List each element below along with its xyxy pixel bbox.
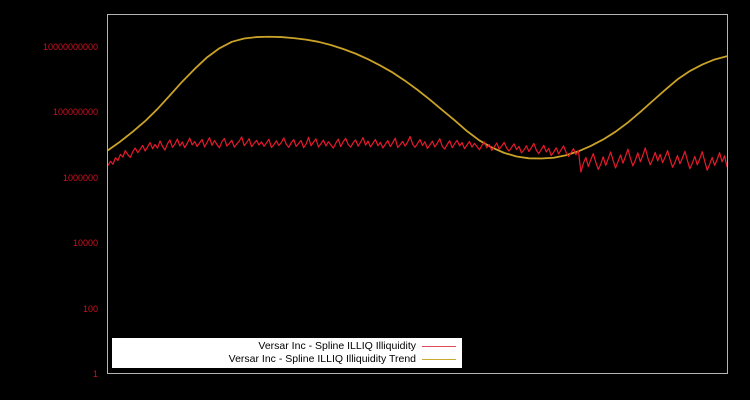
y-tick-label: 1000000 (62, 172, 98, 183)
y-tick-label: 10000 (72, 238, 98, 249)
legend-entry-trend: Versar Inc - Spline ILLIQ Illiquidity Tr… (112, 353, 456, 366)
y-tick-label: 100000000 (52, 107, 98, 118)
chart-legend: Versar Inc - Spline ILLIQ Illiquidity Ve… (112, 338, 462, 368)
trend-line (108, 35, 727, 160)
legend-label-illiquidity: Versar Inc - Spline ILLIQ Illiquidity (258, 340, 416, 352)
plot-area (107, 14, 728, 374)
y-tick-label: 100 (82, 303, 98, 314)
y-tick-label: 10000000000 (42, 41, 98, 52)
legend-label-trend: Versar Inc - Spline ILLIQ Illiquidity Tr… (228, 353, 416, 365)
y-axis-tick-labels: 10000000000 100000000 1000000 10000 100 1 (0, 0, 107, 400)
y-tick-label: 1 (92, 369, 98, 379)
illiquidity-line (108, 135, 727, 173)
chart-canvas (108, 35, 727, 173)
legend-entry-illiquidity: Versar Inc - Spline ILLIQ Illiquidity (112, 340, 456, 353)
trend-swatch (422, 359, 456, 360)
illiquidity-swatch (422, 346, 456, 347)
